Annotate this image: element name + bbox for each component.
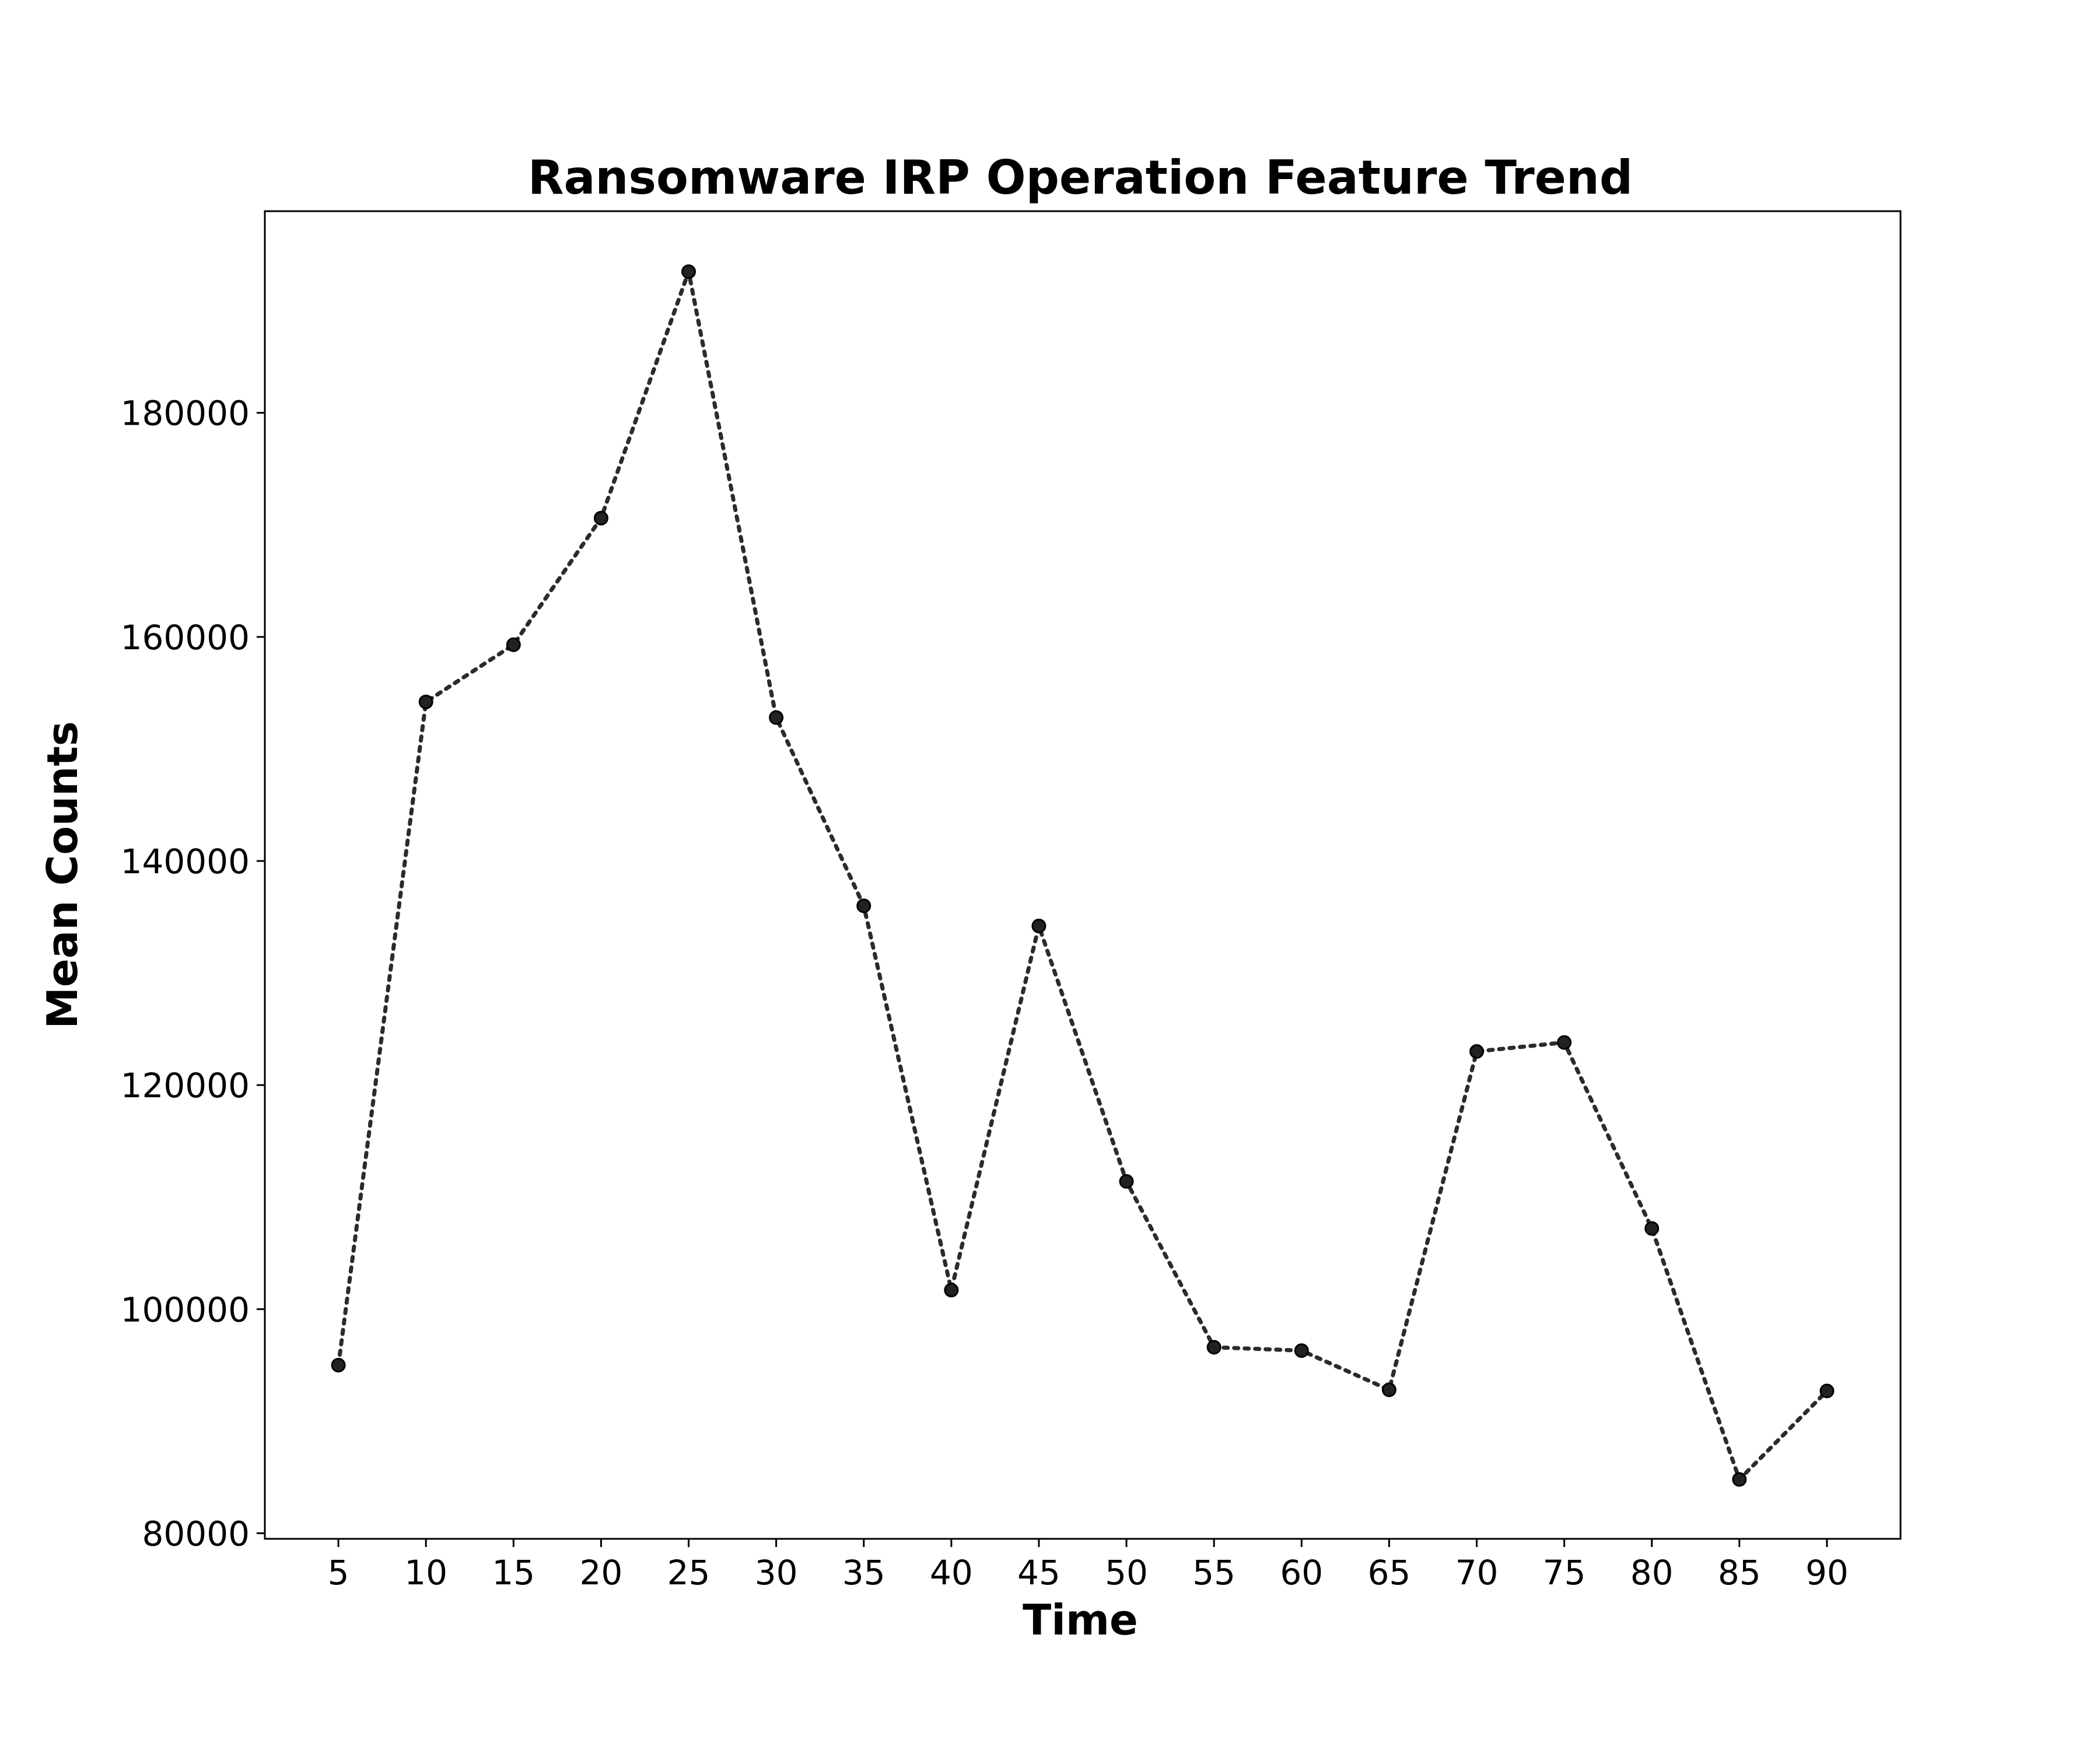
data-point bbox=[506, 637, 521, 652]
x-tick-label: 45 bbox=[1017, 1553, 1060, 1592]
x-tick-label: 90 bbox=[1805, 1553, 1849, 1592]
x-tick-label: 50 bbox=[1105, 1553, 1148, 1592]
data-point bbox=[856, 898, 872, 914]
x-tick-label: 60 bbox=[1280, 1553, 1323, 1592]
data-point bbox=[593, 510, 608, 526]
x-tick-label: 80 bbox=[1630, 1553, 1674, 1592]
x-tick-label: 40 bbox=[930, 1553, 973, 1592]
x-tick-label: 65 bbox=[1367, 1553, 1410, 1592]
data-point bbox=[1644, 1221, 1660, 1236]
x-tick-label: 15 bbox=[492, 1553, 535, 1592]
data-point bbox=[1381, 1382, 1396, 1398]
data-point bbox=[944, 1283, 959, 1298]
data-point bbox=[1294, 1343, 1309, 1358]
x-tick-label: 85 bbox=[1718, 1553, 1761, 1592]
x-tick-label: 55 bbox=[1192, 1553, 1236, 1592]
data-point bbox=[331, 1357, 346, 1373]
y-tick-label: 140000 bbox=[121, 842, 250, 881]
x-tick-label: 75 bbox=[1543, 1553, 1586, 1592]
y-tick-label: 160000 bbox=[121, 618, 250, 657]
data-point bbox=[1732, 1472, 1747, 1487]
data-point bbox=[1819, 1383, 1835, 1398]
x-tick-label: 30 bbox=[755, 1553, 798, 1592]
data-point bbox=[418, 694, 433, 709]
y-tick-label: 180000 bbox=[121, 394, 250, 433]
data-point bbox=[1557, 1035, 1572, 1050]
data-point bbox=[769, 710, 784, 725]
data-point bbox=[1119, 1174, 1134, 1189]
plot-frame bbox=[264, 210, 1902, 1540]
series-line bbox=[336, 264, 1829, 1483]
x-axis-label: Time bbox=[1023, 1595, 1138, 1644]
y-tick-label: 80000 bbox=[142, 1514, 250, 1553]
data-point bbox=[1469, 1044, 1484, 1059]
data-point bbox=[1206, 1340, 1222, 1355]
x-tick-label: 20 bbox=[580, 1553, 623, 1592]
x-tick-label: 25 bbox=[667, 1553, 710, 1592]
y-axis-label: Mean Counts bbox=[38, 721, 87, 1028]
chart-title: Ransomware IRP Operation Feature Trend bbox=[528, 150, 1633, 205]
x-axis: 5 10 15 20 25 30 35 40 45 50 55 60 65 70 75 80 85 90 bbox=[328, 1539, 1849, 1592]
x-tick-label: 35 bbox=[842, 1553, 886, 1592]
x-tick-label: 10 bbox=[404, 1553, 447, 1592]
y-axis: 80000 100000 120000 140000 160000 180000 bbox=[121, 394, 265, 1553]
data-point bbox=[1031, 918, 1046, 933]
y-tick-label: 120000 bbox=[121, 1066, 250, 1105]
x-tick-label: 5 bbox=[328, 1553, 349, 1592]
x-tick-label: 70 bbox=[1455, 1553, 1499, 1592]
y-tick-label: 100000 bbox=[121, 1290, 250, 1329]
data-points bbox=[331, 264, 1835, 1487]
data-point bbox=[681, 264, 696, 279]
